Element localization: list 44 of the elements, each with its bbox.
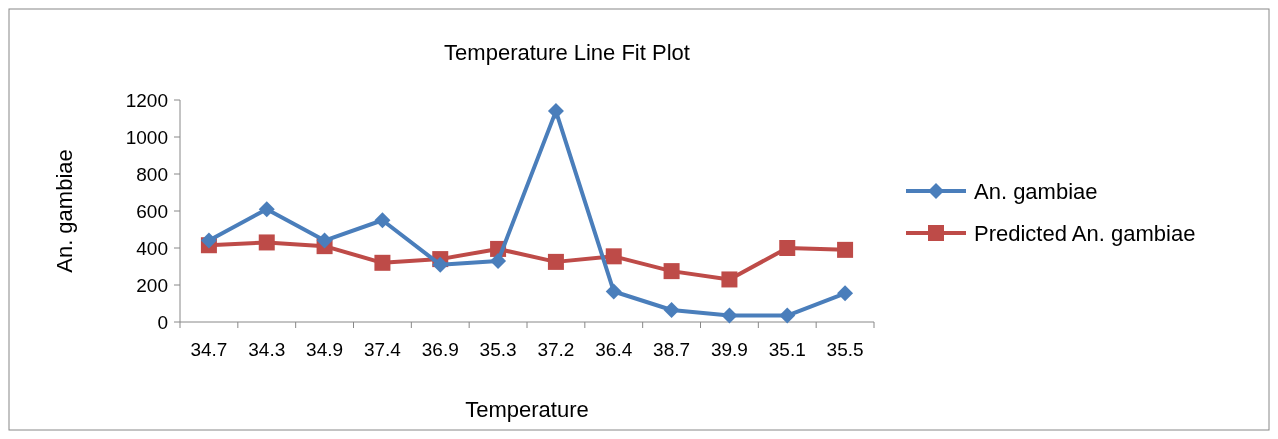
x-tick-label: 38.7 (653, 339, 691, 360)
point (779, 307, 796, 324)
y-tick-label: 1200 (125, 89, 168, 111)
x-tick-label: 34.7 (190, 339, 228, 360)
point (663, 263, 680, 280)
point (605, 283, 622, 300)
x-tick-label: 35.5 (826, 339, 864, 360)
point (837, 285, 854, 302)
point (547, 103, 564, 120)
y-axis-title: An. gambiae (52, 149, 77, 273)
x-axis-title: Temperature (465, 397, 589, 422)
x-tick-label: 36.4 (595, 339, 633, 360)
point (605, 248, 622, 265)
x-tick-label: 39.9 (710, 339, 748, 360)
point (258, 234, 275, 251)
point (374, 254, 391, 271)
point (200, 232, 217, 249)
point (258, 201, 275, 218)
y-tick-label: 600 (136, 200, 168, 222)
x-tick-label: 34.3 (248, 339, 286, 360)
x-tick-label: 35.1 (768, 339, 806, 360)
x-tick-label: 37.4 (363, 339, 402, 360)
y-tick-label: 0 (157, 311, 168, 333)
point (547, 253, 564, 270)
x-tick-label: 36.9 (421, 339, 459, 360)
x-tick-label: 37.2 (537, 339, 575, 360)
y-tick-label: 1000 (125, 126, 168, 148)
point (316, 232, 333, 249)
legend-label: Predicted An. gambiae (974, 220, 1196, 246)
legend-label: An. gambiae (974, 178, 1098, 204)
y-tick-label: 200 (136, 274, 168, 296)
chart-title: Temperature Line Fit Plot (444, 40, 690, 65)
y-tick-label: 400 (136, 237, 168, 259)
point (663, 301, 680, 318)
point (374, 212, 391, 229)
x-tick-label: 35.3 (479, 339, 517, 360)
point (721, 271, 738, 288)
point (721, 307, 738, 324)
point (432, 256, 449, 273)
y-tick-label: 800 (136, 163, 168, 185)
point (490, 252, 507, 269)
point (837, 241, 854, 258)
point (779, 240, 796, 256)
x-tick-label: 34.9 (306, 339, 344, 360)
